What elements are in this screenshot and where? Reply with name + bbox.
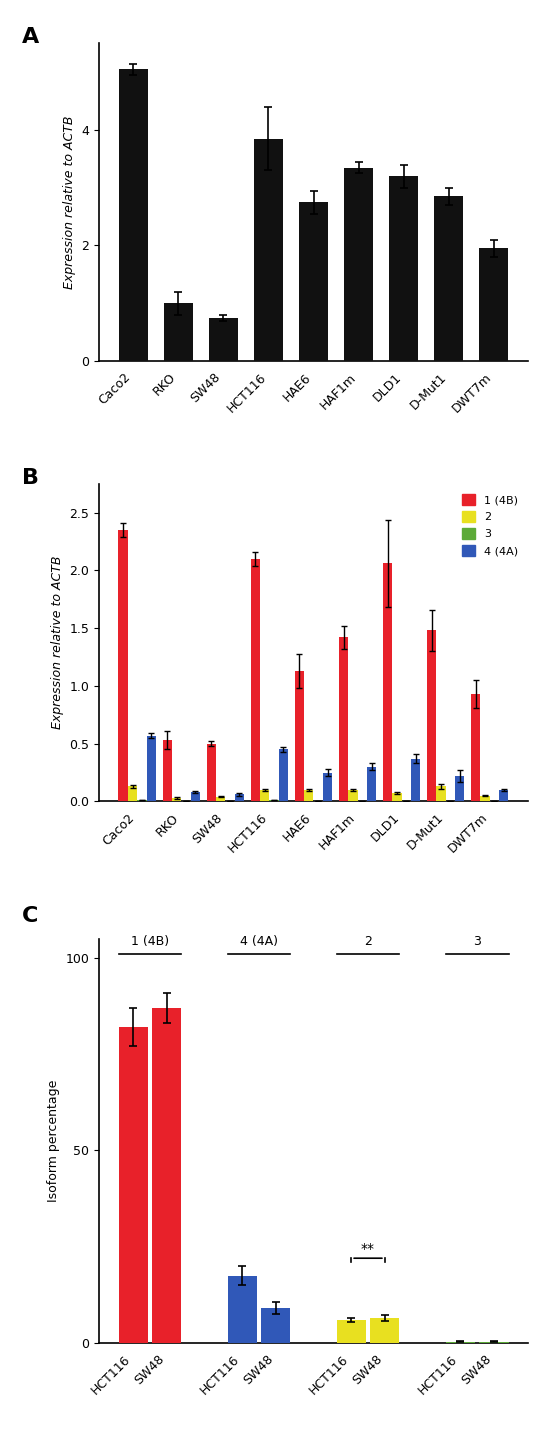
Bar	[304, 790, 314, 801]
Bar	[436, 787, 446, 801]
Bar	[370, 1318, 399, 1343]
Bar	[348, 790, 358, 801]
Bar	[411, 758, 420, 801]
Bar	[480, 796, 490, 801]
Bar	[254, 139, 283, 361]
Bar	[235, 794, 244, 801]
Bar	[128, 787, 138, 801]
Text: **: **	[361, 1242, 375, 1256]
Text: B: B	[22, 468, 39, 488]
Text: 3: 3	[473, 936, 481, 949]
Bar	[383, 563, 392, 801]
Bar	[455, 775, 464, 801]
Y-axis label: Expression relative to ACTB: Expression relative to ACTB	[51, 556, 64, 729]
Bar	[216, 797, 225, 801]
Bar	[152, 1008, 182, 1343]
Bar	[163, 741, 172, 801]
Bar	[337, 1320, 366, 1343]
Bar	[207, 744, 216, 801]
Text: 4 (4A): 4 (4A)	[240, 936, 278, 949]
Bar	[261, 1308, 290, 1343]
Bar	[389, 176, 419, 361]
Bar	[344, 168, 373, 361]
Bar	[260, 790, 270, 801]
Bar	[427, 631, 436, 801]
Bar	[339, 637, 348, 801]
Text: 2: 2	[364, 936, 372, 949]
Bar	[479, 248, 509, 361]
Bar	[118, 1027, 148, 1343]
Bar	[434, 196, 464, 361]
Bar	[295, 671, 304, 801]
Legend: 1 (4B), 2, 3, 4 (4A): 1 (4B), 2, 3, 4 (4A)	[457, 490, 522, 560]
Bar	[323, 773, 332, 801]
Bar	[299, 202, 328, 361]
Bar	[367, 767, 376, 801]
Bar	[392, 793, 402, 801]
Bar	[172, 799, 182, 801]
Bar	[118, 530, 128, 801]
Text: C: C	[22, 907, 38, 926]
Bar	[118, 69, 148, 361]
Bar	[279, 749, 288, 801]
Bar	[163, 303, 193, 361]
Text: A: A	[22, 27, 39, 48]
Bar	[147, 735, 156, 801]
Text: 1 (4B): 1 (4B)	[131, 936, 169, 949]
Bar	[228, 1275, 257, 1343]
Bar	[191, 793, 200, 801]
Bar	[208, 318, 238, 361]
Y-axis label: Expression relative to ACTB: Expression relative to ACTB	[63, 116, 76, 289]
Y-axis label: Isoform percentage: Isoform percentage	[47, 1080, 60, 1201]
Bar	[251, 559, 260, 801]
Bar	[499, 790, 509, 801]
Bar	[471, 695, 480, 801]
